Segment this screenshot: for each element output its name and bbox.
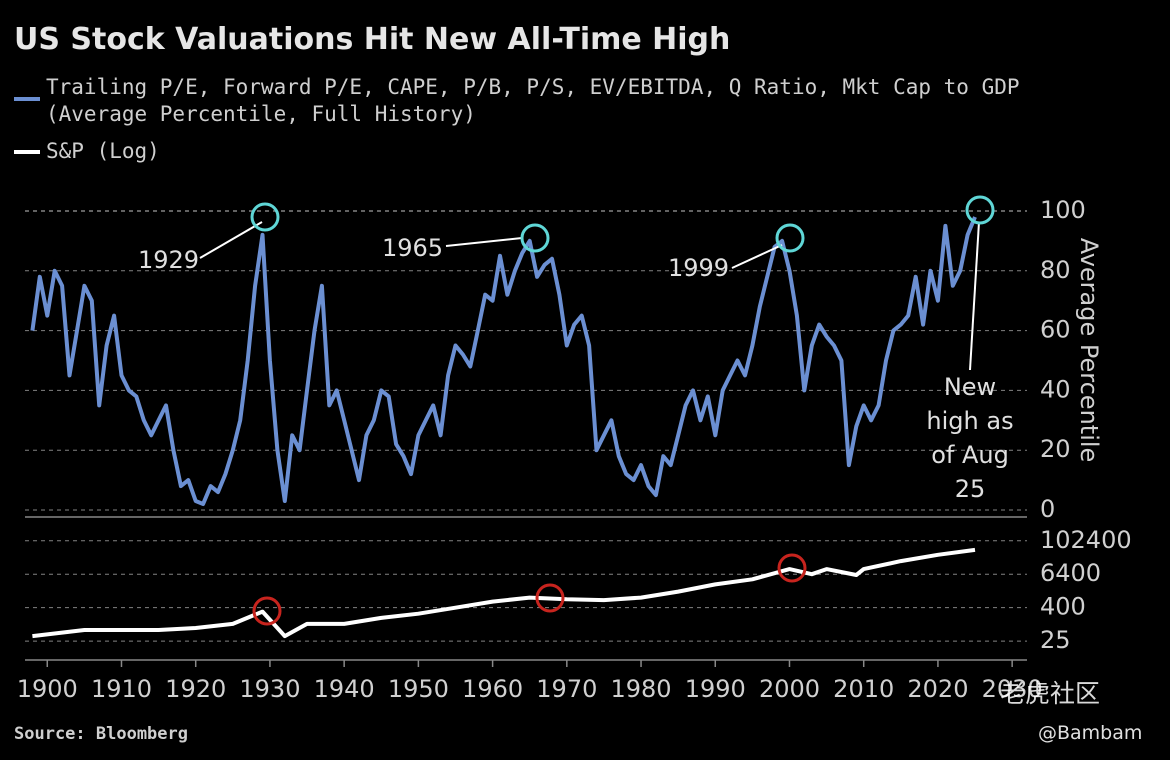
x-tick-label: 1930 (239, 675, 300, 703)
connector (199, 221, 263, 259)
connector (731, 244, 783, 269)
x-tick-label: 2010 (833, 675, 894, 703)
y-tick-label: 0 (1040, 495, 1055, 523)
legend-entry: Trailing P/E, Forward P/E, CAPE, P/B, P/… (46, 75, 1020, 126)
y-tick-label: 6400 (1040, 559, 1101, 587)
x-tick-label: 2020 (907, 675, 968, 703)
connector (445, 237, 523, 247)
y-tick-label: 400 (1040, 593, 1086, 621)
highlight-circle (535, 583, 565, 613)
series-line (32, 547, 976, 639)
x-tick-label: 1920 (165, 675, 226, 703)
source: Source: Bloomberg (14, 724, 188, 744)
highlight-circle (250, 202, 280, 232)
y-tick-label: 20 (1040, 435, 1071, 463)
y-tick-label: 25 (1040, 626, 1071, 654)
y-tick-label: 102400 (1040, 526, 1132, 554)
y-tick-label: 100 (1040, 196, 1086, 224)
annotation: New high as of Aug 25 (926, 373, 1014, 503)
x-tick-label: 2030 (982, 675, 1043, 703)
highlight-circle (520, 223, 550, 253)
x-tick-label: 1960 (462, 675, 523, 703)
legend-swatch (14, 97, 40, 101)
highlight-circle (965, 195, 995, 225)
annotation: 1929 (138, 246, 200, 274)
highlight-circle (252, 596, 282, 626)
y-axis-label: Average Percentile (1075, 238, 1103, 463)
highlight-circle (775, 223, 805, 253)
legend-swatch (14, 150, 40, 154)
x-tick-label: 2000 (759, 675, 820, 703)
y-tick-label: 80 (1040, 256, 1071, 284)
watermark: @Bambam (1038, 722, 1143, 744)
title: US Stock Valuations Hit New All-Time Hig… (14, 22, 731, 57)
annotation: 1965 (382, 234, 444, 262)
x-tick-label: 1970 (536, 675, 597, 703)
x-tick-label: 1980 (611, 675, 672, 703)
watermark: 老虎社区 (1000, 679, 1101, 708)
x-tick-label: 1900 (17, 675, 78, 703)
legend-entry: S&P (Log) (46, 139, 160, 163)
x-tick-label: 1990 (685, 675, 746, 703)
y-tick-label: 60 (1040, 316, 1071, 344)
highlight-circle (777, 553, 807, 583)
series-line (30, 216, 977, 506)
y-tick-label: 40 (1040, 375, 1071, 403)
x-tick-label: 1940 (314, 675, 375, 703)
annotation: 1999 (668, 254, 730, 282)
x-tick-label: 1910 (91, 675, 152, 703)
x-tick-label: 1950 (388, 675, 449, 703)
connector (969, 221, 980, 371)
